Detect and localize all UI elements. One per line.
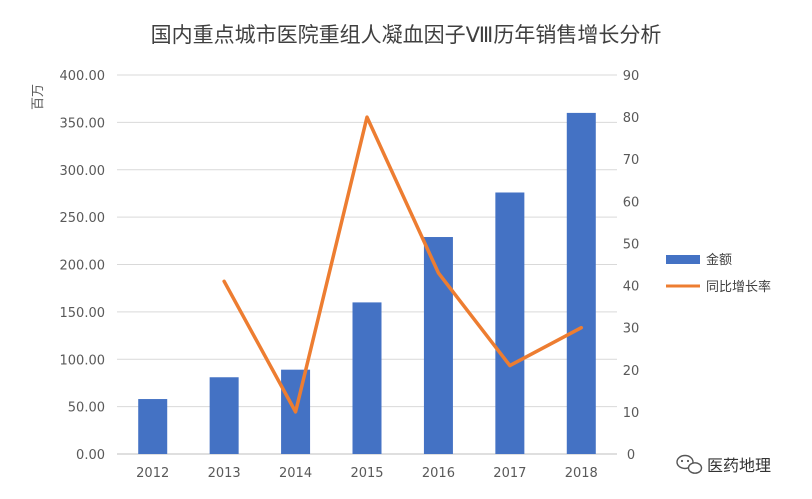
bar — [352, 302, 382, 454]
legend-label-growth: 同比增长率 — [706, 279, 771, 295]
x-axis-ticks: 2012 2013 2014 2015 2016 2017 2018 — [136, 466, 598, 481]
bar — [209, 377, 239, 454]
chart-title: 国内重点城市医院重组人凝血因子Ⅷ历年销售增长分析 — [151, 23, 662, 47]
y-tick-label: 300.00 — [60, 164, 106, 179]
bar — [566, 112, 596, 455]
x-tick-label: 2018 — [565, 466, 598, 481]
y-axis-label: 百万 — [31, 84, 46, 110]
x-tick-label: 2017 — [493, 466, 526, 481]
y-tick-label: 350.00 — [60, 116, 106, 131]
wechat-icon — [676, 454, 703, 474]
bar — [138, 399, 168, 454]
y-tick-label: 100.00 — [60, 353, 106, 368]
y2-axis-ticks: 0 10 20 30 40 50 60 70 80 90 — [623, 69, 640, 463]
y2-tick-label: 10 — [623, 406, 640, 421]
line-series — [222, 115, 584, 414]
legend-label-amount: 金额 — [706, 252, 732, 268]
x-tick-label: 2015 — [350, 466, 383, 481]
watermark: 医药地理 — [676, 454, 771, 475]
y2-tick-label: 30 — [623, 322, 640, 337]
y2-tick-label: 70 — [623, 153, 640, 168]
x-tick-label: 2016 — [422, 466, 455, 481]
y-tick-label: 400.00 — [60, 69, 106, 84]
x-tick-label: 2014 — [279, 466, 312, 481]
y-tick-label: 50.00 — [68, 401, 105, 416]
y2-tick-label: 20 — [623, 364, 640, 379]
y-tick-label: 150.00 — [60, 306, 106, 321]
y-tick-label: 0.00 — [76, 448, 105, 463]
legend-swatch-amount — [666, 255, 700, 264]
y2-tick-label: 50 — [623, 237, 640, 252]
bar-series — [138, 112, 596, 455]
y2-tick-label: 90 — [623, 69, 640, 84]
y-tick-label: 200.00 — [60, 259, 106, 274]
y2-tick-label: 0 — [627, 448, 635, 463]
y-tick-label: 250.00 — [60, 211, 106, 226]
y2-tick-label: 60 — [623, 195, 640, 210]
legend: 金额 同比增长率 — [666, 252, 771, 295]
y2-tick-label: 40 — [623, 280, 640, 295]
x-tick-label: 2012 — [136, 466, 169, 481]
watermark-text: 医药地理 — [707, 456, 771, 475]
y-axis-ticks: 0.00 50.00 100.00 150.00 200.00 250.00 300.00 3… — [60, 69, 106, 463]
x-tick-label: 2013 — [208, 466, 241, 481]
growth-line — [222, 115, 584, 414]
y2-tick-label: 80 — [623, 111, 640, 126]
bar — [495, 192, 525, 455]
